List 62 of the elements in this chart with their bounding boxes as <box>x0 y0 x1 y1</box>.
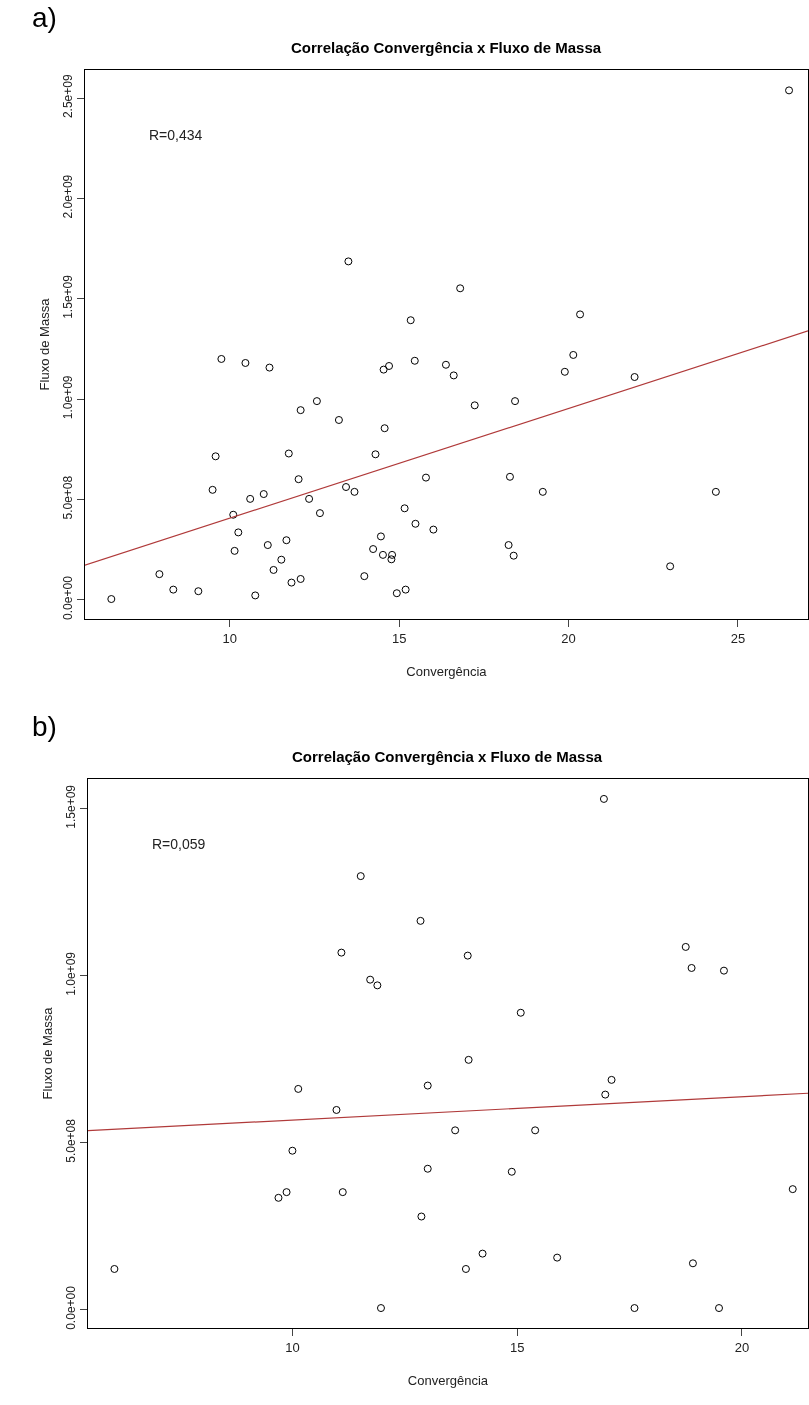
point <box>516 1008 525 1017</box>
point <box>464 1055 473 1064</box>
point <box>282 1188 291 1197</box>
point <box>461 1264 470 1273</box>
x-tick-label: 20 <box>561 630 576 646</box>
x-tick-label: 25 <box>730 630 746 646</box>
point <box>332 1105 341 1114</box>
y-tick-label: 1.5e+09 <box>61 274 76 319</box>
y-tick-label: 1.5e+09 <box>64 784 79 829</box>
point <box>423 1164 432 1173</box>
text: b) <box>32 711 57 742</box>
point <box>788 1185 797 1194</box>
y-tick-label: 1.0e+09 <box>64 951 79 996</box>
point <box>356 872 365 881</box>
point <box>719 966 728 975</box>
y-tick-label: 1.0e+09 <box>61 375 76 420</box>
y-tick-label: 5.0e+08 <box>61 475 76 520</box>
x-tick-label: 20 <box>734 1339 750 1355</box>
point <box>601 1090 610 1099</box>
x-axis-title: Convergência <box>406 664 488 680</box>
point <box>681 942 690 951</box>
point <box>688 1259 697 1268</box>
y-tick-label: 2.5e+09 <box>61 74 76 119</box>
y-axis-title: Fluxo de Massa <box>37 297 53 391</box>
point <box>687 963 696 972</box>
x-tick-label: 10 <box>285 1339 300 1355</box>
point <box>531 1126 540 1135</box>
point <box>715 1304 723 1313</box>
point <box>376 1304 385 1313</box>
point <box>507 1167 516 1176</box>
point <box>416 916 425 925</box>
y-tick-label: 0.0e+00 <box>64 1285 79 1330</box>
chart-title: Correlação Convergência x Fluxo de Massa <box>291 39 602 56</box>
point <box>288 1146 297 1155</box>
point <box>338 1188 347 1197</box>
point <box>451 1126 460 1135</box>
point <box>553 1253 562 1262</box>
point <box>423 1081 432 1090</box>
point <box>599 794 608 803</box>
point <box>630 1304 639 1313</box>
x-axis-title: Convergência <box>407 1373 489 1389</box>
point <box>373 981 382 990</box>
point <box>463 951 472 960</box>
point <box>366 975 375 984</box>
point <box>337 948 346 957</box>
annotation: R=0,434 <box>149 127 203 143</box>
chart-title: Correlação Convergência x Fluxo de Massa <box>292 748 603 765</box>
point <box>417 1212 426 1221</box>
text: a) <box>32 2 57 33</box>
y-tick-label: 0.0e+00 <box>61 575 76 620</box>
point <box>478 1249 487 1258</box>
y-tick-label: 5.0e+08 <box>64 1118 79 1163</box>
x-tick-label: 10 <box>222 630 238 646</box>
y-axis-title: Fluxo de Massa <box>40 1006 56 1100</box>
x-tick-label: 15 <box>391 630 407 646</box>
point <box>110 1264 119 1273</box>
point <box>607 1075 616 1084</box>
point <box>294 1084 303 1093</box>
point <box>274 1193 283 1202</box>
annotation: R=0,059 <box>152 836 206 852</box>
x-tick-label: 15 <box>509 1339 525 1355</box>
y-tick-label: 2.0e+09 <box>61 174 76 219</box>
